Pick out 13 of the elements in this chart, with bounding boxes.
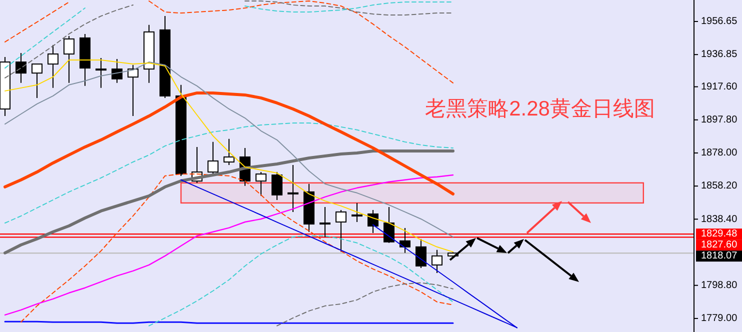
- ref-line-label: 1829.48: [701, 228, 738, 240]
- ref-line-label: 1818.07: [701, 250, 738, 262]
- y-tick-label: 1838.40: [701, 214, 738, 225]
- y-tick-label: 1878.00: [701, 148, 738, 159]
- y-tick-label: 1779.00: [701, 313, 738, 324]
- y-tick-label: 1936.85: [701, 49, 738, 60]
- text: 老黑策略2.28黄金日线图: [425, 98, 655, 121]
- y-tick-label: 1956.65: [701, 16, 738, 28]
- y-tick-label: 1897.80: [701, 114, 738, 126]
- y-tick-label: 1858.20: [701, 180, 738, 192]
- y-tick-label: 1798.80: [701, 280, 738, 291]
- y-tick-label: 1917.60: [701, 81, 738, 92]
- ref-line-label: 1827.60: [701, 240, 738, 251]
